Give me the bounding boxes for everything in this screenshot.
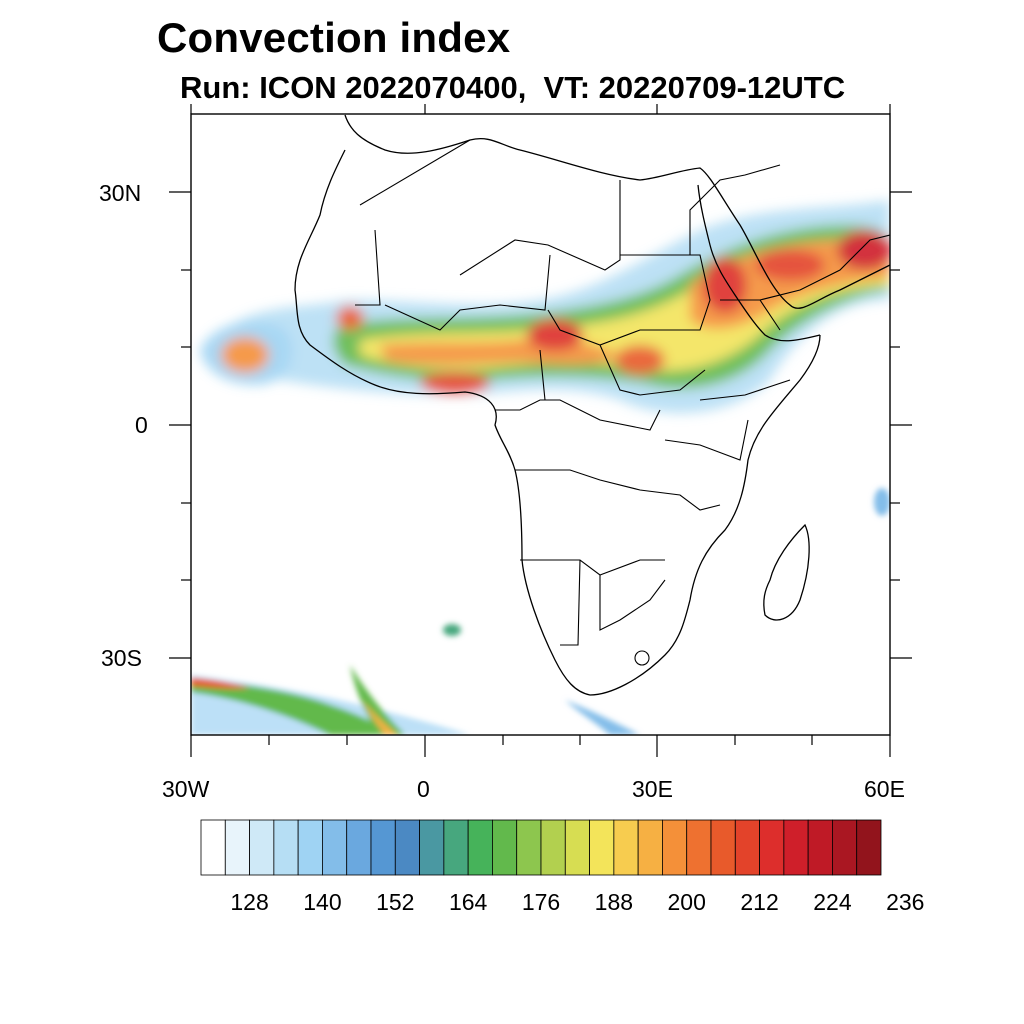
lat-label-30n: 30N — [99, 180, 142, 206]
colorbar-swatch — [200, 819, 226, 876]
map-title: Convection index — [157, 14, 511, 61]
lat-label-30s: 30S — [101, 645, 142, 671]
colorbar-swatch — [807, 819, 833, 876]
colorbar-label: 200 — [667, 889, 706, 915]
map-frame — [190, 113, 891, 736]
colorbar-swatch — [613, 819, 639, 876]
colorbar-swatch — [686, 819, 712, 876]
south-atlantic-band-1-core — [191, 678, 395, 735]
colorbar-swatch — [856, 819, 882, 876]
lon-label-0: 0 — [417, 776, 430, 802]
convection-field — [191, 200, 890, 735]
colorbar-swatch — [516, 819, 542, 876]
colorbar-swatch — [492, 819, 518, 876]
colorbar-label: 236 — [886, 889, 925, 915]
country-borders — [355, 139, 890, 666]
cape-verde-core — [221, 337, 269, 373]
colorbar-swatch — [734, 819, 760, 876]
colorbar-swatch — [540, 819, 566, 876]
red-sea-core — [755, 249, 825, 281]
colorbar-swatch — [224, 819, 250, 876]
nigeria-core — [527, 319, 583, 351]
colorbar-swatch — [710, 819, 736, 876]
colorbar-swatch — [589, 819, 615, 876]
colorbar-label: 188 — [594, 889, 634, 915]
colorbar-swatch — [322, 819, 348, 876]
indian-ocean-spot — [874, 488, 890, 516]
colorbar-swatch — [419, 819, 445, 876]
colorbar-swatch — [662, 819, 688, 876]
lon-label-60e: 60E — [864, 776, 905, 802]
colorbar-swatch — [564, 819, 590, 876]
colorbar-label: 140 — [303, 889, 342, 915]
colorbar-swatch — [249, 819, 275, 876]
south-atlantic-spot — [443, 624, 461, 636]
lat-label-0: 0 — [135, 412, 148, 438]
colorbar-swatch — [467, 819, 493, 876]
colorbar-swatch — [443, 819, 469, 876]
colorbar-label: 152 — [376, 889, 415, 915]
ethiopia-core — [703, 257, 747, 313]
colorbar-label: 176 — [521, 889, 561, 915]
coastline — [294, 114, 890, 696]
colorbar-swatch — [346, 819, 372, 876]
colorbar-swatch — [273, 819, 299, 876]
colorbar-label: 212 — [740, 889, 779, 915]
colorbar-swatch — [783, 819, 809, 876]
lon-label-30w: 30W — [162, 776, 210, 802]
colorbar-swatch — [297, 819, 323, 876]
colorbar-swatch — [370, 819, 396, 876]
orange-core-east — [690, 240, 890, 329]
lon-label-30e: 30E — [632, 776, 673, 802]
map-subtitle: Run: ICON 2022070400, VT: 20220709-12UTC — [180, 70, 846, 105]
colorbar-swatch — [394, 819, 420, 876]
south-atlantic-band-2-core — [362, 700, 398, 735]
sudan-core — [615, 345, 665, 375]
axis-ticks — [169, 104, 912, 757]
colorbar-swatch — [637, 819, 663, 876]
south-atlantic-band-1-hot — [191, 678, 250, 689]
colorbar-label: 164 — [448, 889, 488, 915]
colorbar-swatch — [832, 819, 858, 876]
colorbar-label: 128 — [230, 889, 269, 915]
gulf-guinea-core — [420, 372, 490, 394]
colorbar — [200, 819, 882, 876]
guinea-core — [336, 306, 364, 330]
agulhas-band — [565, 700, 640, 735]
colorbar-swatch — [759, 819, 785, 876]
colorbar-label: 224 — [813, 889, 852, 915]
